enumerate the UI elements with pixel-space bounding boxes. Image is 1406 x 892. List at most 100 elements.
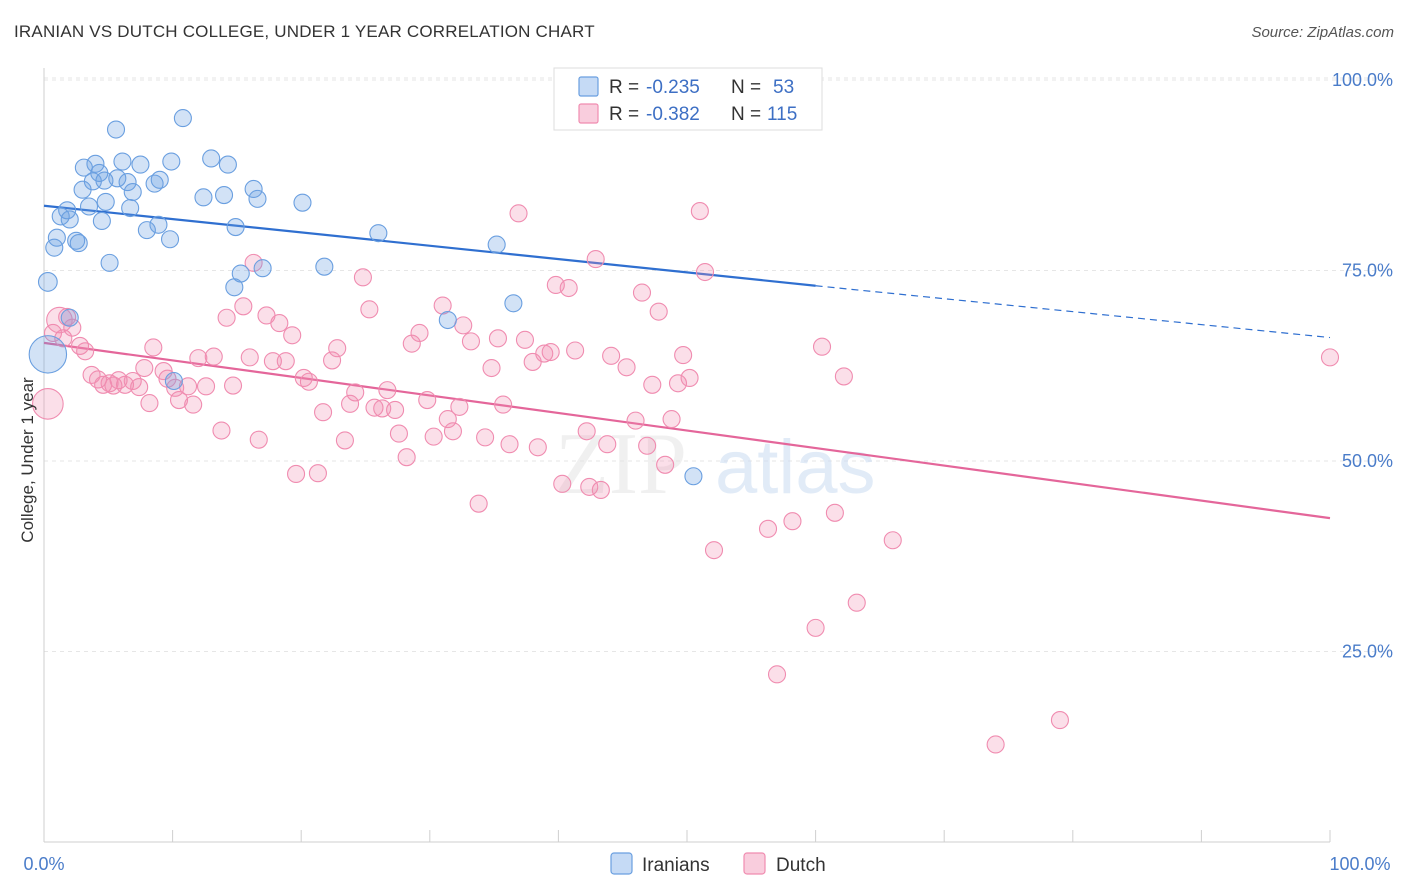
- trend-line-dutch: [43, 341, 1331, 520]
- point-dutch: [577, 422, 596, 441]
- point-iranians: [100, 253, 119, 272]
- point-dutch: [424, 427, 443, 446]
- point-iranians: [173, 109, 192, 128]
- x-tick-label-max: 100.0%: [1329, 854, 1390, 874]
- point-dutch: [469, 494, 488, 513]
- point-iranians: [315, 257, 334, 276]
- point-dutch: [386, 400, 405, 419]
- point-dutch: [328, 339, 347, 358]
- point-iranians: [60, 210, 79, 229]
- point-dutch: [1320, 348, 1340, 367]
- point-dutch: [450, 397, 469, 416]
- legend-label-dutch[interactable]: Dutch: [776, 855, 826, 876]
- legend-n-value-2: 115: [767, 104, 797, 125]
- point-dutch: [541, 342, 560, 362]
- point-iranians: [248, 189, 267, 208]
- point-dutch: [410, 323, 429, 343]
- point-iranians: [226, 218, 245, 237]
- point-dutch: [695, 262, 715, 282]
- point-dutch: [263, 352, 282, 371]
- point-dutch: [626, 411, 645, 430]
- point-dutch: [834, 367, 853, 386]
- point-iranians: [244, 179, 263, 199]
- point-dutch: [500, 435, 519, 454]
- point-dutch: [535, 344, 554, 363]
- point-iranians: [67, 231, 86, 250]
- y-tick-label: 100.0%: [1332, 70, 1393, 90]
- point-iranians: [504, 294, 523, 313]
- legend-swatch-iranians: [578, 76, 599, 97]
- point-iranians: [28, 335, 68, 374]
- legend-swatch-iranians-bottom[interactable]: [610, 852, 633, 875]
- point-dutch: [341, 394, 360, 413]
- point-dutch: [494, 395, 513, 414]
- point-dutch: [234, 297, 253, 316]
- data-points: [28, 70, 1340, 754]
- point-iranians: [231, 264, 250, 283]
- point-dutch: [353, 268, 372, 287]
- legend-r-value-2: -0.382: [646, 104, 700, 125]
- point-dutch: [553, 474, 572, 493]
- point-dutch: [276, 352, 295, 371]
- point-iranians: [162, 152, 181, 171]
- point-iranians: [149, 215, 168, 234]
- point-dutch: [586, 250, 605, 269]
- point-iranians: [218, 155, 237, 174]
- y-tick-label: 50.0%: [1342, 451, 1393, 471]
- point-dutch: [638, 436, 657, 455]
- point-dutch: [212, 421, 231, 440]
- point-dutch: [443, 422, 462, 441]
- point-iranians: [214, 186, 234, 205]
- point-dutch: [643, 375, 662, 394]
- point-dutch: [249, 430, 268, 449]
- point-dutch: [509, 204, 528, 223]
- point-dutch: [767, 665, 787, 684]
- point-dutch: [812, 337, 832, 356]
- point-dutch: [360, 300, 379, 319]
- legend-label-iranians[interactable]: Iranians: [642, 855, 710, 876]
- trend-line-iranians: [43, 204, 816, 287]
- point-dutch: [690, 202, 709, 221]
- point-dutch: [299, 372, 318, 391]
- point-dutch: [314, 403, 333, 422]
- y-tick-label: 75.0%: [1342, 261, 1393, 281]
- legend-swatch-dutch: [578, 103, 599, 124]
- x-tick-label-min: 0.0%: [23, 854, 64, 874]
- point-dutch: [482, 358, 501, 378]
- point-dutch: [806, 618, 825, 637]
- point-dutch: [76, 342, 95, 361]
- point-dutch: [283, 326, 302, 345]
- point-iranians: [37, 272, 58, 292]
- point-dutch: [365, 398, 384, 417]
- point-dutch: [135, 358, 154, 378]
- point-dutch: [488, 329, 508, 348]
- watermark-zip: ZIP: [555, 416, 687, 513]
- point-dutch: [632, 283, 652, 302]
- point-iranians: [194, 188, 213, 207]
- point-dutch: [189, 349, 208, 368]
- correlation-legend: R = -0.235 N = 53 R = -0.382 N = 115: [553, 67, 823, 131]
- point-dutch: [461, 332, 481, 351]
- legend-swatch-dutch-bottom[interactable]: [743, 852, 766, 875]
- y-tick-labels: 25.0% 50.0% 75.0% 100.0%: [1332, 70, 1393, 662]
- point-iranians: [121, 198, 140, 218]
- point-iranians: [150, 170, 169, 189]
- point-dutch: [178, 377, 198, 396]
- point-dutch: [308, 464, 327, 483]
- point-dutch: [476, 428, 495, 447]
- point-iranians: [92, 211, 111, 231]
- point-iranians: [113, 152, 132, 171]
- point-dutch: [270, 314, 289, 333]
- point-iranians: [60, 308, 79, 327]
- point-iranians: [69, 234, 88, 253]
- point-dutch: [598, 435, 617, 454]
- point-iranians: [47, 228, 66, 247]
- point-dutch: [847, 593, 866, 612]
- point-dutch: [758, 519, 778, 538]
- point-dutch: [617, 358, 636, 377]
- point-dutch: [287, 464, 306, 484]
- watermark: ZIP atlas: [555, 416, 876, 513]
- watermark-atlas: atlas: [715, 425, 876, 510]
- legend-box: [553, 67, 823, 131]
- point-dutch: [346, 383, 365, 402]
